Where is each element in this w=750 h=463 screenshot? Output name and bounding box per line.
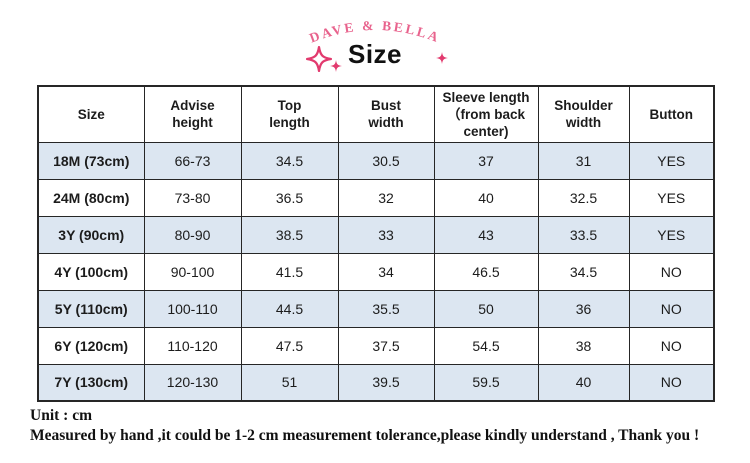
page-title: Size xyxy=(347,39,403,69)
measurement-cell: 31 xyxy=(537,141,630,180)
measurement-cell: 36.5 xyxy=(240,178,339,217)
measurement-cell: 32 xyxy=(337,178,435,217)
sparkle-icon-small-left xyxy=(330,60,342,72)
measurement-cell: 51 xyxy=(240,363,339,402)
table-row: 6Y (120cm) 110-120 47.5 37.5 54.5 38 NO xyxy=(37,326,715,365)
size-label-cell: 18M (73cm) xyxy=(37,141,145,180)
measurement-cell: 120-130 xyxy=(143,363,242,402)
table-row: 3Y (90cm) 80-90 38.5 33 43 33.5 YES xyxy=(37,215,715,254)
measurement-cell: 41.5 xyxy=(240,252,339,291)
size-label-cell: 4Y (100cm) xyxy=(37,252,145,291)
measurement-cell: 44.5 xyxy=(240,289,339,328)
measurement-cell: 54.5 xyxy=(433,326,539,365)
size-label-cell: 7Y (130cm) xyxy=(37,363,145,402)
sparkle-icon-large xyxy=(306,46,332,72)
measurement-cell: YES xyxy=(628,178,715,217)
size-table: Size Advise height Top length Bust width Sle… xyxy=(37,85,715,402)
size-label-cell: 6Y (120cm) xyxy=(37,326,145,365)
measurement-cell: 100-110 xyxy=(143,289,242,328)
column-header: Top length xyxy=(240,85,339,143)
measurement-cell: NO xyxy=(628,326,715,365)
measurement-cell: 40 xyxy=(537,363,630,402)
footer-notes: Unit : cm Measured by hand ,it could be … xyxy=(30,406,740,446)
column-header: Size xyxy=(37,85,145,143)
measurement-cell: 110-120 xyxy=(143,326,242,365)
measurement-cell: 39.5 xyxy=(337,363,435,402)
measurement-cell: 34.5 xyxy=(537,252,630,291)
measurement-cell: NO xyxy=(628,289,715,328)
table-row: 7Y (130cm) 120-130 51 39.5 59.5 40 NO xyxy=(37,363,715,402)
measurement-cell: 36 xyxy=(537,289,630,328)
measurement-cell: 46.5 xyxy=(433,252,539,291)
size-label-cell: 24M (80cm) xyxy=(37,178,145,217)
measurement-cell: 73-80 xyxy=(143,178,242,217)
measurement-cell: 32.5 xyxy=(537,178,630,217)
measurement-cell: 90-100 xyxy=(143,252,242,291)
measurement-cell: 34 xyxy=(337,252,435,291)
measurement-cell: 40 xyxy=(433,178,539,217)
table-row: 5Y (110cm) 100-110 44.5 35.5 50 36 NO xyxy=(37,289,715,328)
measurement-cell: 37.5 xyxy=(337,326,435,365)
measurement-cell: YES xyxy=(628,215,715,254)
column-header: Bust width xyxy=(337,85,435,143)
brand-arc: DAVE & BELLA xyxy=(307,18,440,46)
measurement-cell: NO xyxy=(628,252,715,291)
measurement-cell: 47.5 xyxy=(240,326,339,365)
measurement-cell: 50 xyxy=(433,289,539,328)
measurement-cell: 33 xyxy=(337,215,435,254)
table-row: 18M (73cm) 66-73 34.5 30.5 37 31 YES xyxy=(37,141,715,180)
sparkle-icon-small-right xyxy=(436,52,448,64)
measurement-cell: 59.5 xyxy=(433,363,539,402)
table-row: 4Y (100cm) 90-100 41.5 34 46.5 34.5 NO xyxy=(37,252,715,291)
column-header: Sleeve length （from back center) xyxy=(433,85,539,143)
measurement-cell: 80-90 xyxy=(143,215,242,254)
measurement-cell: 38 xyxy=(537,326,630,365)
measurement-cell: 35.5 xyxy=(337,289,435,328)
unit-note: Unit : cm xyxy=(30,407,92,424)
measurement-cell: 34.5 xyxy=(240,141,339,180)
size-label-cell: 5Y (110cm) xyxy=(37,289,145,328)
table-row: 24M (80cm) 73-80 36.5 32 40 32.5 YES xyxy=(37,178,715,217)
column-header: Advise height xyxy=(143,85,242,143)
measurement-cell: 33.5 xyxy=(537,215,630,254)
column-header: Button xyxy=(628,85,715,143)
table-body: 18M (73cm) 66-73 34.5 30.5 37 31 YES 24M (80cm)… xyxy=(37,141,715,402)
measurement-cell: YES xyxy=(628,141,715,180)
size-label-cell: 3Y (90cm) xyxy=(37,215,145,254)
column-header: Shoulder width xyxy=(537,85,630,143)
measurement-cell: 30.5 xyxy=(337,141,435,180)
tolerance-note: Measured by hand ,it could be 1-2 cm mea… xyxy=(30,427,700,444)
measurement-cell: 37 xyxy=(433,141,539,180)
table-header-row: Size Advise height Top length Bust width Sle… xyxy=(37,85,715,143)
measurement-cell: 38.5 xyxy=(240,215,339,254)
measurement-cell: NO xyxy=(628,363,715,402)
measurement-cell: 66-73 xyxy=(143,141,242,180)
measurement-cell: 43 xyxy=(433,215,539,254)
